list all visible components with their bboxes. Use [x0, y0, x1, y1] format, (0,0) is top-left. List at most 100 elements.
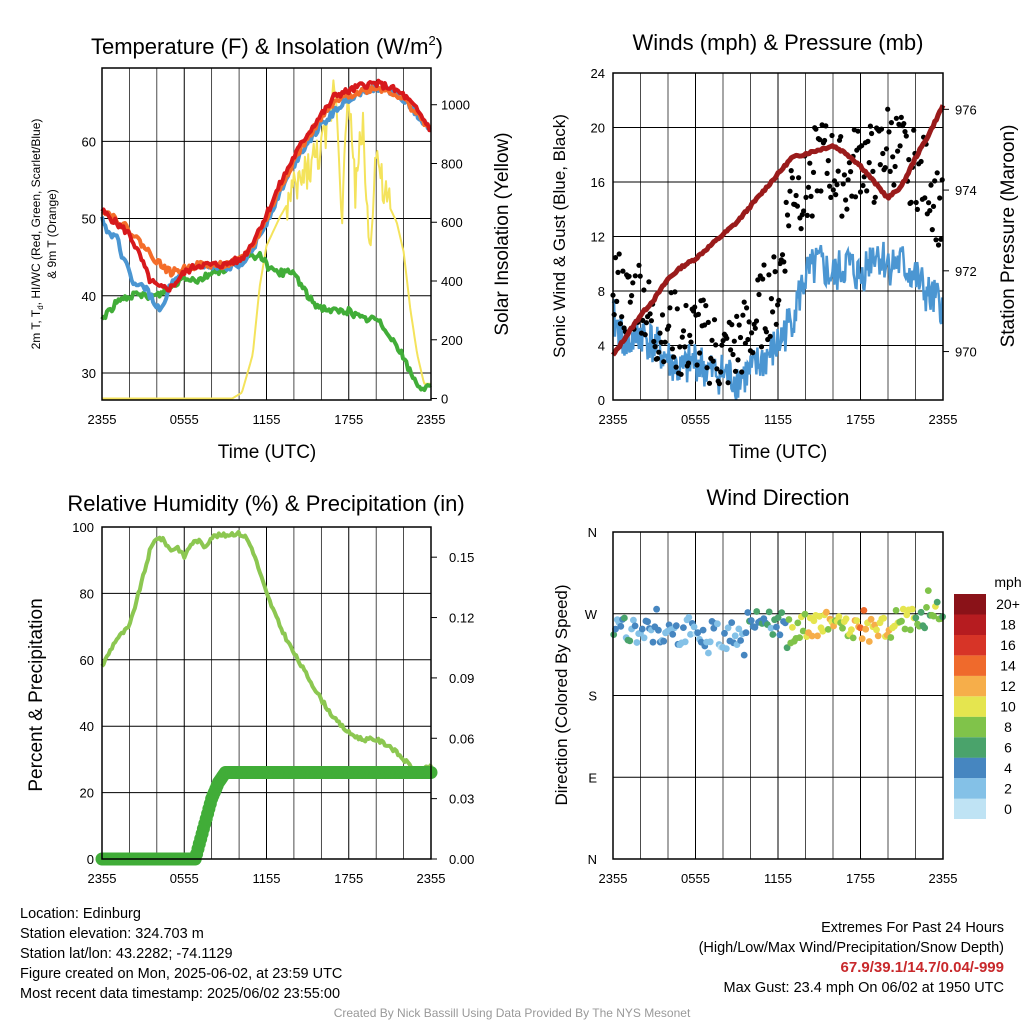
gust-point [810, 169, 817, 175]
direction-point [765, 608, 773, 616]
temperature-ytick-right: 0 [441, 392, 448, 407]
direction-grid [613, 532, 943, 859]
gust-point [744, 305, 750, 311]
humidity-ylabel-left: Percent & Precipitation [26, 598, 47, 791]
temperature-ylabel-left-line2: & 9m T (Orange) [45, 189, 59, 279]
wind-xtick-label: 2355 [599, 412, 628, 427]
gust-point [846, 160, 853, 166]
colorbar-label: 12 [1000, 678, 1016, 694]
direction-point [655, 626, 662, 634]
gust-point [740, 312, 746, 318]
wind-title: Winds (mph) & Pressure (mb) [633, 30, 924, 55]
gust-point [814, 188, 820, 194]
gust-point [688, 339, 694, 345]
gust-point [771, 254, 777, 260]
gust-point [749, 330, 755, 336]
colorbar-swatch [954, 778, 986, 799]
gust-point [770, 309, 776, 315]
direction-point [685, 614, 693, 621]
ylabel-subscript: d [36, 305, 45, 309]
gust-point [865, 138, 871, 144]
colorbar-label: 2 [1004, 780, 1012, 796]
gust-point [752, 325, 758, 331]
direction-point [769, 631, 777, 638]
temperature-xtick-label: 2355 [88, 412, 117, 427]
direction-point [933, 598, 941, 606]
insolation-yellow-line [102, 79, 431, 400]
gust-point [808, 193, 814, 199]
direction-point [923, 604, 930, 611]
gust-point [784, 212, 791, 218]
max-gust-text: Max Gust: 23.4 mph On 06/02 at 1950 UTC [723, 980, 1004, 996]
gust-point [711, 317, 718, 323]
gust-point [683, 302, 689, 309]
gust-point [766, 272, 772, 278]
gust-point [840, 181, 846, 187]
humidity-series [95, 530, 438, 866]
gust-point [641, 287, 647, 293]
temperature-ylabel-right: Solar Insolation (Yellow) [492, 132, 513, 335]
direction-point [699, 626, 707, 634]
wind-ytick-left: 24 [591, 66, 605, 81]
gust-point [768, 296, 775, 302]
gust-point [731, 338, 737, 344]
gust-point [804, 212, 810, 218]
gust-point [669, 346, 676, 352]
gust-point [831, 178, 838, 184]
direction-point [630, 616, 637, 624]
gust-point [629, 293, 635, 299]
humidity-xtick-label: 2355 [417, 871, 446, 886]
direction-point [731, 632, 739, 640]
humidity-ytick-left: 40 [80, 719, 94, 734]
colorbar-label: 18 [1000, 617, 1016, 633]
gust-point [813, 126, 819, 132]
direction-point [735, 625, 743, 633]
gust-point [786, 223, 792, 229]
colorbar: 0 2 4 6 8 10 12 14 16 18 20+ [954, 594, 1020, 819]
gust-point [855, 128, 861, 134]
gust-point [822, 137, 828, 144]
gust-point [871, 199, 877, 205]
gust-point [867, 123, 874, 129]
gust-point [739, 369, 745, 375]
gust-point [906, 157, 912, 163]
humidity-xtick-label: 1755 [334, 871, 363, 886]
direction-ylabel-left: Direction (Colored By Speed) [552, 584, 571, 805]
direction-plot-frame [612, 531, 944, 860]
direction-point [660, 637, 668, 645]
temperature-ytick-left: 40 [82, 289, 96, 304]
temperature-ytick-left: 50 [82, 212, 96, 227]
gust-point [652, 344, 658, 350]
gust-point [857, 189, 864, 195]
direction-point [917, 608, 925, 616]
temperature-ytick-left: 30 [82, 366, 96, 381]
location-text: Location: Edinburg [20, 906, 141, 922]
gust-point [741, 299, 747, 305]
station-info: Location: Edinburg Station elevation: 32… [20, 904, 342, 1004]
gust-point [671, 354, 677, 360]
direction-point [767, 624, 775, 632]
direction-point [633, 639, 641, 646]
direction-xtick-label: 2355 [599, 871, 628, 886]
gust-point [702, 322, 708, 328]
direction-xtick-label: 1155 [764, 871, 792, 886]
direction-point [690, 623, 698, 631]
gust-point [732, 368, 739, 374]
humidity-ytick-right: 0.06 [449, 731, 474, 746]
direction-point [737, 637, 744, 644]
gust-point [753, 318, 760, 324]
direction-point [830, 622, 837, 630]
wind-xtick-label: 1755 [846, 412, 875, 427]
gust-point [929, 227, 935, 233]
direction-point [912, 614, 920, 622]
humidity-ytick-right: 0.03 [449, 792, 474, 807]
gust-point [932, 178, 938, 184]
gust-point [646, 279, 652, 285]
direction-point [921, 624, 929, 632]
humidity-ytick-right: 0.09 [449, 671, 474, 686]
gust-point [781, 259, 787, 265]
direction-point [744, 609, 752, 616]
direction-point [860, 607, 868, 614]
gust-point [783, 199, 789, 205]
gust-point [627, 299, 633, 305]
